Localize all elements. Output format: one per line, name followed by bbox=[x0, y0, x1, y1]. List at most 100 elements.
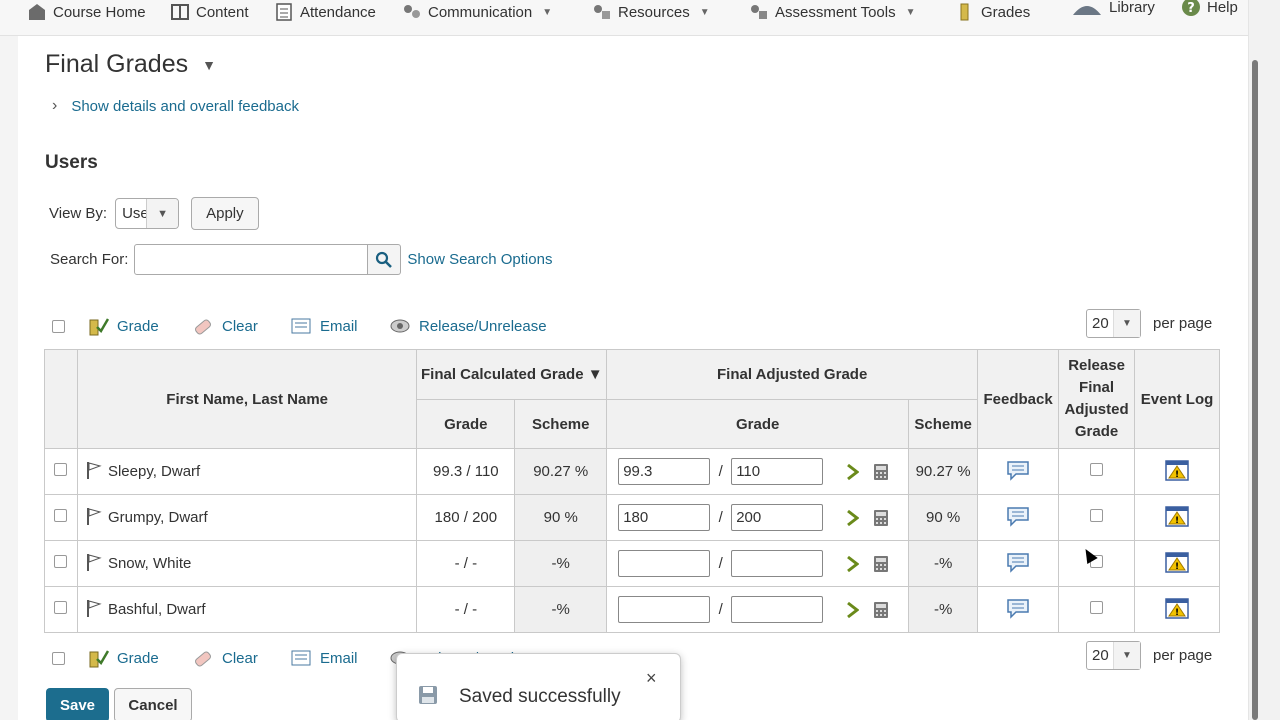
cancel-button[interactable]: Cancel bbox=[114, 688, 192, 720]
grade-action[interactable]: Grade bbox=[87, 315, 159, 337]
feedback-icon[interactable] bbox=[1006, 598, 1030, 623]
flag-icon[interactable] bbox=[84, 598, 104, 622]
calculator-icon[interactable] bbox=[873, 555, 889, 573]
transfer-arrow-icon[interactable] bbox=[845, 509, 860, 527]
vertical-scrollbar[interactable] bbox=[1252, 60, 1258, 720]
grade-action[interactable]: Grade bbox=[87, 647, 159, 669]
event-log-icon[interactable]: ! bbox=[1165, 551, 1189, 577]
clear-action-label: Clear bbox=[222, 649, 258, 667]
adj-grade-denominator-input[interactable] bbox=[731, 596, 824, 623]
adj-grade-denominator-input[interactable] bbox=[731, 550, 824, 577]
final-calc-header-text: Final Calculated Grade bbox=[421, 366, 584, 383]
final-adjusted-grade-header: Final Adjusted Grade bbox=[606, 349, 979, 400]
adj-grade-cell: / bbox=[606, 586, 910, 633]
student-name[interactable]: Snow, White bbox=[107, 555, 192, 572]
adj-grade-denominator-input[interactable]: 110 bbox=[731, 458, 824, 485]
show-search-options-link[interactable]: Show Search Options bbox=[407, 251, 553, 268]
name-column-header[interactable]: First Name, Last Name bbox=[76, 349, 418, 449]
release-checkbox[interactable] bbox=[1090, 601, 1104, 614]
row-checkbox[interactable] bbox=[54, 509, 68, 522]
nav-help[interactable]: ? Help bbox=[1181, 0, 1238, 19]
clear-action[interactable]: Clear bbox=[192, 647, 258, 669]
grades-table: First Name, Last Name Final Calculated G… bbox=[44, 349, 1220, 633]
transfer-arrow-icon[interactable] bbox=[845, 463, 860, 481]
adj-grade-numerator-input[interactable] bbox=[618, 550, 711, 577]
feedback-icon[interactable] bbox=[1006, 460, 1030, 485]
nav-course-home[interactable]: Course Home bbox=[27, 0, 146, 24]
transfer-arrow-icon[interactable] bbox=[845, 555, 860, 573]
flag-icon[interactable] bbox=[84, 552, 104, 576]
save-button[interactable]: Save bbox=[46, 688, 109, 720]
email-action[interactable]: Email bbox=[290, 647, 358, 669]
clear-action[interactable]: Clear bbox=[192, 315, 258, 337]
calculator-icon[interactable] bbox=[873, 463, 889, 481]
student-name[interactable]: Grumpy, Dwarf bbox=[107, 509, 208, 526]
eraser-icon bbox=[195, 319, 211, 335]
row-checkbox-cell bbox=[44, 494, 78, 541]
chevron-down-icon: ▼ bbox=[542, 6, 553, 18]
event-log-column-header: Event Log bbox=[1134, 349, 1220, 449]
name-cell: Sleepy, Dwarf bbox=[76, 448, 418, 495]
calculator-icon[interactable] bbox=[873, 601, 889, 619]
close-icon[interactable]: × bbox=[646, 668, 657, 688]
row-checkbox[interactable] bbox=[54, 463, 68, 476]
success-toast: Saved successfully × bbox=[396, 653, 681, 720]
nav-communication[interactable]: Communication ▼ bbox=[402, 0, 552, 24]
select-all-checkbox[interactable] bbox=[52, 652, 65, 665]
release-checkbox[interactable] bbox=[1090, 555, 1104, 568]
chevron-down-icon: ▼ bbox=[699, 6, 710, 18]
event-log-icon[interactable]: ! bbox=[1165, 505, 1189, 531]
row-checkbox[interactable] bbox=[54, 555, 68, 568]
adj-grade-numerator-input[interactable] bbox=[618, 596, 711, 623]
event-log-icon[interactable]: ! bbox=[1165, 459, 1189, 485]
final-calculated-grade-header[interactable]: Final Calculated Grade ▼ bbox=[416, 349, 608, 400]
email-action[interactable]: Email bbox=[290, 315, 358, 337]
per-page-select[interactable]: 20 ▼ bbox=[1086, 641, 1141, 670]
name-cell: Snow, White bbox=[76, 540, 418, 587]
chevron-down-icon[interactable]: ▼ bbox=[202, 56, 216, 73]
adj-grade-numerator-input[interactable]: 180 bbox=[618, 504, 711, 531]
subheader-text: Grade bbox=[735, 415, 780, 433]
email-action-label: Email bbox=[320, 649, 358, 667]
nav-grades[interactable]: Grades bbox=[955, 0, 1030, 24]
page-title[interactable]: Final Grades ▼ bbox=[45, 50, 216, 79]
event-log-icon[interactable]: ! bbox=[1165, 597, 1189, 623]
release-unrelease-action[interactable]: Release/Unrelease bbox=[389, 315, 547, 337]
nav-resources[interactable]: Resources ▼ bbox=[592, 0, 710, 24]
adj-grade-cell: / bbox=[606, 540, 910, 587]
transfer-arrow-icon[interactable] bbox=[845, 601, 860, 619]
release-cell bbox=[1058, 586, 1136, 633]
adj-scheme-cell: 90.27 % bbox=[908, 448, 979, 495]
search-input[interactable] bbox=[134, 244, 369, 275]
row-checkbox[interactable] bbox=[54, 601, 68, 614]
release-checkbox[interactable] bbox=[1090, 463, 1104, 476]
apply-button[interactable]: Apply bbox=[191, 197, 259, 230]
student-name[interactable]: Bashful, Dwarf bbox=[107, 601, 206, 618]
feedback-cell bbox=[977, 540, 1060, 587]
search-button[interactable] bbox=[368, 244, 402, 275]
student-name[interactable]: Sleepy, Dwarf bbox=[107, 463, 201, 480]
name-cell: Grumpy, Dwarf bbox=[76, 494, 418, 541]
select-all-checkbox[interactable] bbox=[52, 320, 65, 333]
feedback-icon[interactable] bbox=[1006, 552, 1030, 577]
adj-grade-numerator-input[interactable]: 99.3 bbox=[618, 458, 711, 485]
show-details-link[interactable]: › Show details and overall feedback bbox=[52, 97, 299, 115]
nav-assessment-tools[interactable]: Assessment Tools ▼ bbox=[749, 0, 916, 24]
calculator-icon[interactable] bbox=[873, 509, 889, 527]
view-by-select[interactable]: User ▼ bbox=[115, 198, 180, 229]
nav-library[interactable]: Library bbox=[1071, 0, 1155, 19]
help-icon: ? bbox=[1182, 0, 1200, 16]
nav-content[interactable]: Content bbox=[170, 0, 249, 24]
chevron-down-icon: ▼ bbox=[1113, 310, 1140, 337]
flag-icon[interactable] bbox=[84, 506, 104, 530]
grade-action-label: Grade bbox=[117, 649, 159, 667]
adj-grade-cell: 180 / 200 bbox=[606, 494, 910, 541]
grade-icon bbox=[89, 318, 109, 336]
flag-icon[interactable] bbox=[84, 460, 104, 484]
nav-attendance[interactable]: Attendance bbox=[274, 0, 376, 24]
per-page-select[interactable]: 20 ▼ bbox=[1086, 309, 1141, 338]
release-checkbox[interactable] bbox=[1090, 509, 1104, 522]
adj-grade-denominator-input[interactable]: 200 bbox=[731, 504, 824, 531]
feedback-icon[interactable] bbox=[1006, 506, 1030, 531]
slash-separator: / bbox=[718, 601, 723, 618]
